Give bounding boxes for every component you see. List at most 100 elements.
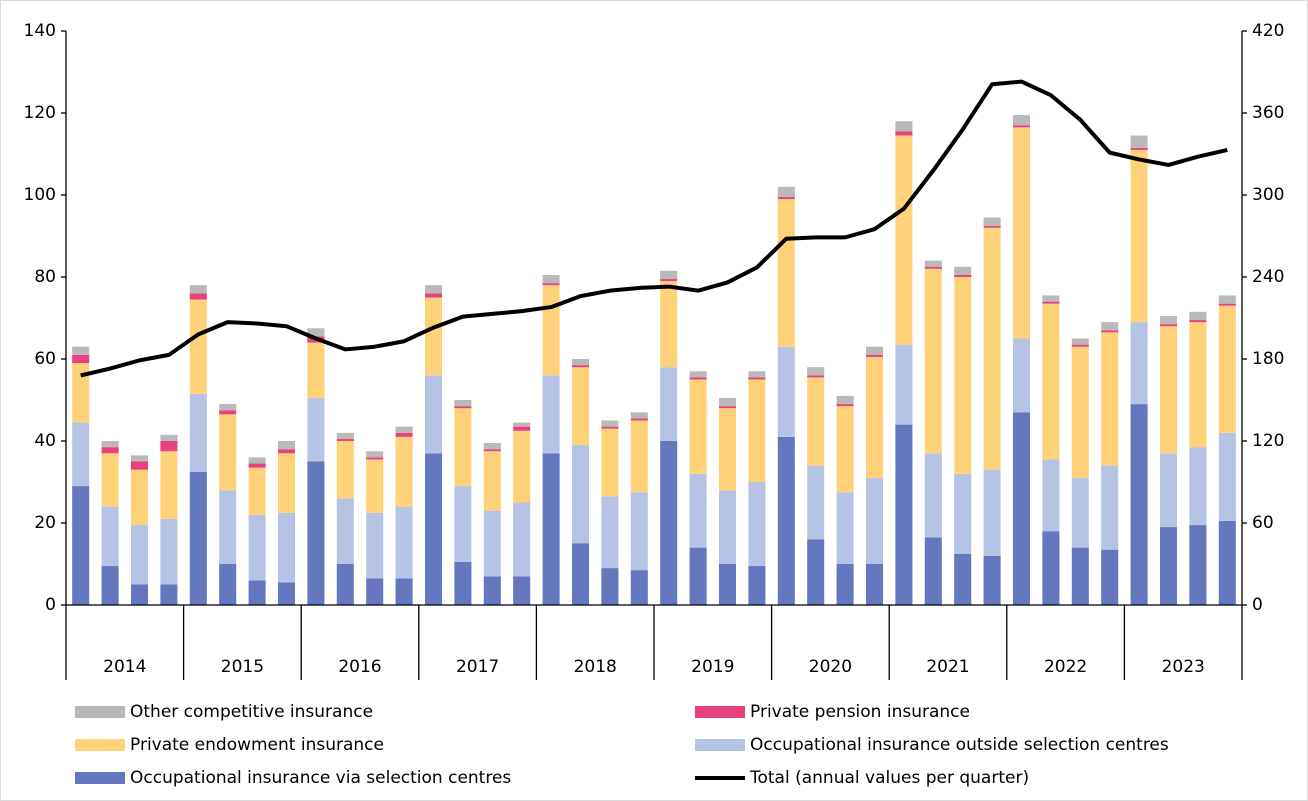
bar-segment: [836, 492, 854, 564]
bar-segment: [248, 580, 266, 605]
bar-segment: [660, 279, 678, 282]
bar-segment: [895, 424, 913, 605]
legend-label: Private endowment insurance: [130, 735, 384, 755]
bar-segment: [101, 566, 119, 605]
bar-segment: [1189, 322, 1207, 448]
bar-segment: [1071, 477, 1089, 548]
bar-segment: [924, 260, 942, 267]
bar-segment: [601, 420, 619, 427]
bar-segment: [689, 547, 707, 605]
bar-segment: [160, 451, 178, 519]
bar-segment: [865, 346, 884, 355]
bar-segment: [1071, 547, 1089, 605]
bar-segment: [571, 359, 590, 366]
bar-segment: [836, 564, 854, 605]
bar-segment: [101, 447, 119, 454]
bar-segment: [160, 441, 178, 452]
bar-segment: [483, 451, 501, 511]
bar-segment: [571, 543, 590, 605]
bar-segment: [983, 217, 1001, 226]
bar-segment: [160, 584, 178, 605]
bar-segment: [954, 274, 972, 277]
bar-segment: [454, 400, 472, 407]
y2-tick-label: 120: [1252, 431, 1284, 451]
bar-segment: [72, 346, 90, 355]
bar-segment: [1012, 338, 1031, 413]
bar-segment: [748, 566, 766, 605]
bar-segment: [307, 397, 325, 462]
bar-segment: [277, 449, 296, 454]
bar-segment: [1071, 344, 1089, 347]
bar-segment: [836, 395, 854, 405]
bar-segment: [777, 436, 795, 605]
y2-tick-label: 240: [1252, 267, 1284, 287]
x-group-label: 2020: [809, 657, 852, 677]
bar-segment: [630, 418, 648, 421]
bar-segment: [1042, 301, 1060, 304]
bar-segment: [689, 473, 707, 548]
bar-segment: [1101, 549, 1119, 605]
bar-segment: [1159, 324, 1178, 327]
y2-tick-label: 420: [1252, 21, 1284, 41]
bar-segment: [1159, 527, 1178, 605]
bar-segment: [1130, 149, 1148, 323]
bar-segment: [101, 506, 119, 567]
bar-segment: [895, 121, 913, 132]
bar-segment: [189, 293, 207, 300]
bar-segment: [777, 186, 795, 198]
bar-segment: [189, 471, 207, 605]
bar-segment: [630, 412, 648, 419]
bar-segment: [807, 377, 825, 466]
bar-segment: [336, 432, 354, 439]
bar-segment: [542, 285, 560, 376]
y-tick-label: 0: [45, 595, 56, 615]
bar-segment: [1071, 346, 1089, 478]
bar-segment: [836, 404, 854, 407]
bar-segment: [660, 281, 678, 368]
bar-segment: [1012, 125, 1031, 128]
bar-segment: [336, 564, 354, 605]
bar-segment: [1189, 320, 1207, 323]
bar-segment: [542, 274, 560, 284]
bar-segment: [1130, 404, 1148, 605]
bar-segment: [336, 498, 354, 564]
bar-segment: [807, 465, 825, 540]
bar-segment: [1159, 453, 1178, 528]
legend-swatch: [695, 706, 745, 718]
bar-segment: [660, 441, 678, 605]
bar-segment: [1130, 147, 1148, 150]
bar-segment: [189, 299, 207, 394]
bar-segment: [660, 367, 678, 441]
bar-segment: [130, 469, 149, 526]
bar-segment: [630, 570, 648, 605]
bar-segment: [571, 365, 590, 368]
bar-segment: [248, 467, 266, 515]
bar-segment: [601, 426, 619, 429]
bar-segment: [1218, 303, 1236, 306]
x-group-label: 2014: [103, 657, 146, 677]
bar-segment: [72, 354, 90, 364]
bar-segment: [542, 375, 560, 454]
x-group-label: 2023: [1162, 657, 1205, 677]
bar-segment: [542, 283, 560, 286]
bar-segment: [895, 135, 913, 345]
bar-segment: [277, 582, 296, 605]
bar-segment: [924, 268, 942, 454]
bar-segment: [777, 197, 795, 200]
y-tick-label: 120: [24, 103, 56, 123]
bar-segment: [336, 438, 354, 441]
y2-tick-label: 0: [1252, 595, 1263, 615]
bar-segment: [395, 426, 413, 433]
bar-segment: [483, 443, 501, 450]
bar-segment: [366, 512, 384, 579]
bar-segment: [954, 266, 972, 275]
bar-segment: [865, 477, 884, 564]
x-group-label: 2017: [456, 657, 499, 677]
bar-segment: [924, 266, 942, 269]
y-tick-label: 140: [24, 21, 56, 41]
bar-segment: [689, 379, 707, 474]
bar-segment: [277, 441, 296, 450]
bar-segment: [424, 375, 443, 454]
legend-label: Total (annual values per quarter): [749, 768, 1029, 788]
